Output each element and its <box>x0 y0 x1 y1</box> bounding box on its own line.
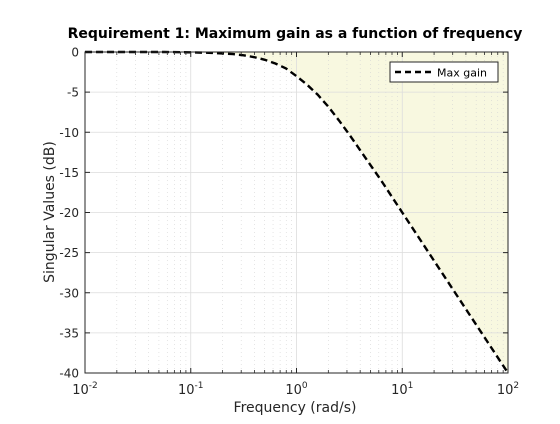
x-tick-label: 10-1 <box>178 381 204 398</box>
plot-area: 10-2 10-1 100 101 102 0 -5 -10 -15 -20 -25 -30 -35 -4… <box>59 46 519 399</box>
y-tick-label: -20 <box>59 206 79 220</box>
chart-title: Requirement 1: Maximum gain as a functio… <box>68 26 523 42</box>
y-tick-label: -25 <box>59 246 79 260</box>
x-axis-label: Frequency (rad/s) <box>234 400 357 416</box>
y-tick-label: 0 <box>71 46 79 60</box>
y-axis-label: Singular Values (dB) <box>42 141 58 283</box>
x-tick-label: 100 <box>285 381 308 398</box>
legend-entry-label: Max gain <box>437 67 487 80</box>
y-tick-label: -40 <box>59 367 79 381</box>
y-tick-label: -30 <box>59 286 79 300</box>
y-tick-label: -15 <box>59 166 79 180</box>
y-axis-ticks: 0 -5 -10 -15 -20 -25 -30 -35 -40 <box>59 46 508 381</box>
y-tick-label: -35 <box>59 326 79 340</box>
series-line-max-gain <box>85 50 510 374</box>
legend: Max gain <box>389 61 499 83</box>
x-axis-ticks: 10-2 10-1 100 101 102 <box>72 52 519 398</box>
x-tick-label: 102 <box>497 381 519 398</box>
y-tick-label: -10 <box>59 126 79 140</box>
x-tick-label: 10-2 <box>72 381 98 398</box>
y-tick-label: -5 <box>67 86 79 100</box>
x-tick-label: 101 <box>391 381 413 398</box>
legend-box <box>389 61 499 83</box>
